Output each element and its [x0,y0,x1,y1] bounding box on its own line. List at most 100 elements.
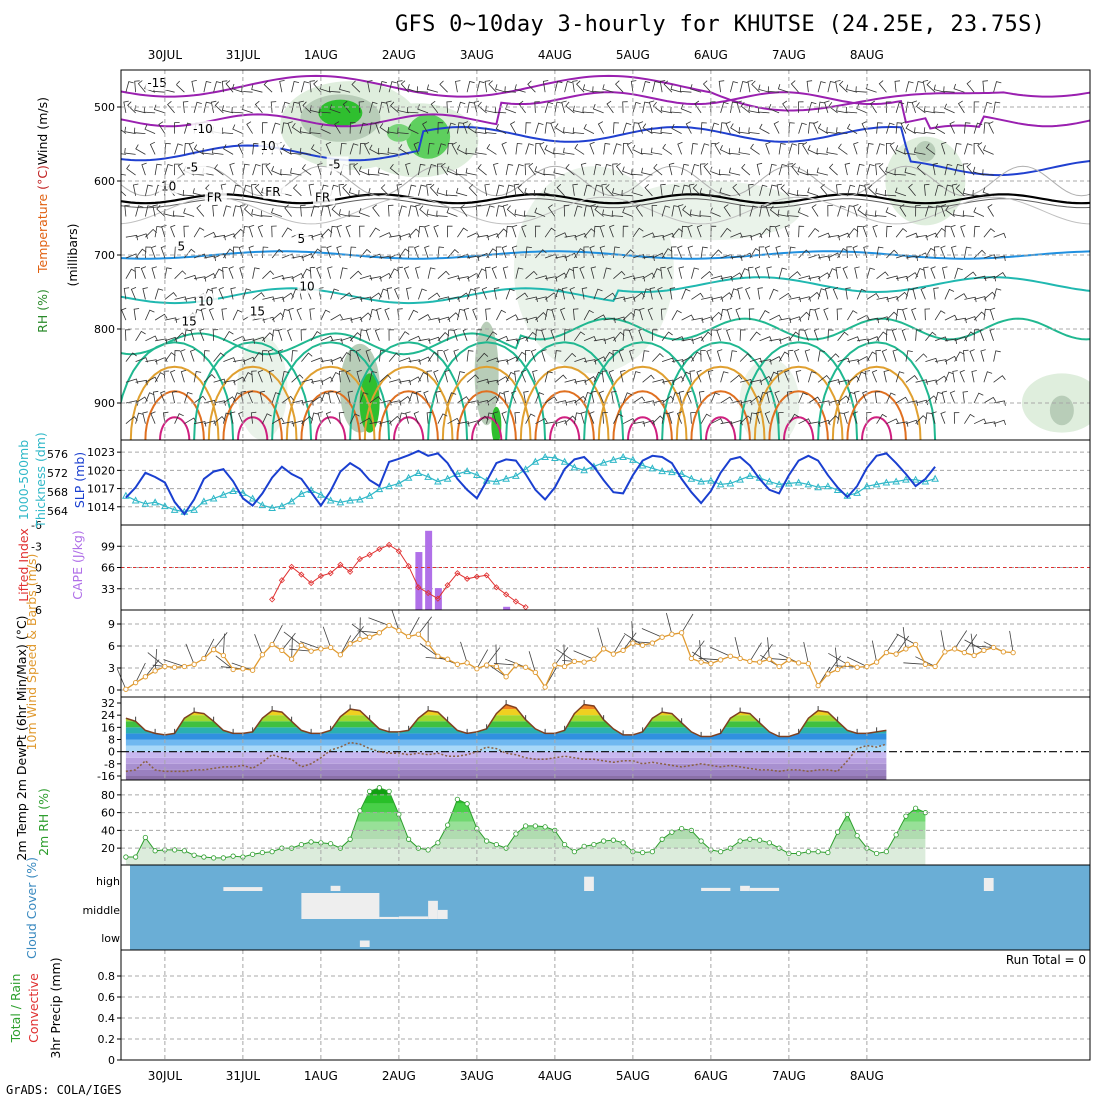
wind-barb [154,163,162,176]
wind-barb [505,104,517,114]
wind-barb [941,390,948,404]
wind-barb [632,227,644,238]
wind-barb [755,411,762,424]
wind-barb [584,359,597,365]
wind-barb [457,371,465,383]
wind-barb [644,184,653,197]
wind-barb [180,349,186,362]
wind-barb [375,121,381,134]
cloud-background [130,865,1090,950]
wind-barb [895,228,908,238]
wind-barb [710,392,720,404]
wind-barb [491,266,497,279]
wind-barb [320,392,330,404]
wind-barb [689,209,702,217]
wind-barb [751,80,760,93]
wind-barb [944,184,953,196]
wind-barb [182,101,189,113]
wind-barb [679,86,692,93]
wind-barb [593,163,602,176]
lifted-index-point [269,596,276,603]
wind-barb [133,308,140,321]
temp-color-bands [125,704,887,780]
wind-barb [403,266,410,279]
wind-barb [690,84,702,93]
wind-barb [808,122,815,134]
wind-barb [925,412,932,424]
wind-barb [291,255,304,262]
wind-barb [254,100,263,114]
wind-barb [252,142,259,155]
wind-barb [164,352,176,362]
wind-barb [525,122,532,134]
wind-barb [652,415,664,424]
wind-barb [668,411,674,424]
wind-barb [769,225,776,238]
wind-barb [437,143,447,155]
wind-barb [550,121,556,134]
wind-speed-point [571,658,578,665]
wind-barb [748,183,754,196]
wind-barb [574,412,582,424]
bottom-date-label: 5AUG [616,1069,650,1083]
wind-barb [635,204,643,217]
wind-barb [125,253,139,259]
wind-barb [564,81,573,93]
wind-barb [630,80,637,93]
wind10m-axis-label: 10m Wind Speed & Barbs (m/s) [24,554,39,751]
thickness-point [161,502,169,510]
wind-barb [171,390,178,404]
wind-barb [886,225,893,238]
cloud-segment [398,916,429,919]
wind-barb [926,80,936,93]
wind-barb [496,309,506,321]
rh-point [854,833,860,839]
rh-point [815,849,821,855]
wind-barb [486,379,499,386]
wind-barb [514,84,526,93]
wind-barb [408,309,419,321]
wind-barb [365,349,371,362]
temp-tick-label: -16 [97,770,115,783]
wind-barb [528,162,536,176]
wind-speed-point [990,644,997,651]
wind-barb [340,142,347,155]
wind-barb [826,147,838,155]
wind-barb [608,224,615,238]
wind-barb [774,390,780,404]
thickness-point [502,474,510,482]
wind-barb [572,266,579,279]
wind-barb [954,351,965,362]
wind-barb [423,390,429,404]
top-date-label: 3AUG [460,48,494,62]
wind-barb [358,101,365,113]
wind-barb [389,164,400,176]
cape-tick-label: 33 [101,583,115,596]
wind-barb [466,350,474,362]
wind-barb [456,187,468,197]
cloud-segment [701,887,731,891]
wind-barb [242,184,251,196]
wind-barb [349,163,355,176]
wind-barb [359,392,369,404]
wind-barb [964,122,971,134]
wind-barb [193,101,202,114]
wind-barb [241,104,253,114]
wind-barb [691,336,704,342]
wind-barb [515,317,528,324]
wind-barb [622,122,632,134]
wind-barb [983,228,995,238]
wind-barb [388,352,401,362]
wind-barb [203,255,216,262]
thickness-point [629,455,637,463]
wind-barb [349,143,359,155]
wind-barb [164,336,178,343]
wind-barb [960,224,966,238]
wind-barb [622,225,629,238]
wind-barb [835,266,841,279]
wind-barb [613,296,626,302]
wind-barb [501,411,507,424]
wind-barb [429,184,439,197]
cloud-segment [301,893,380,919]
wind-barb [691,164,700,176]
